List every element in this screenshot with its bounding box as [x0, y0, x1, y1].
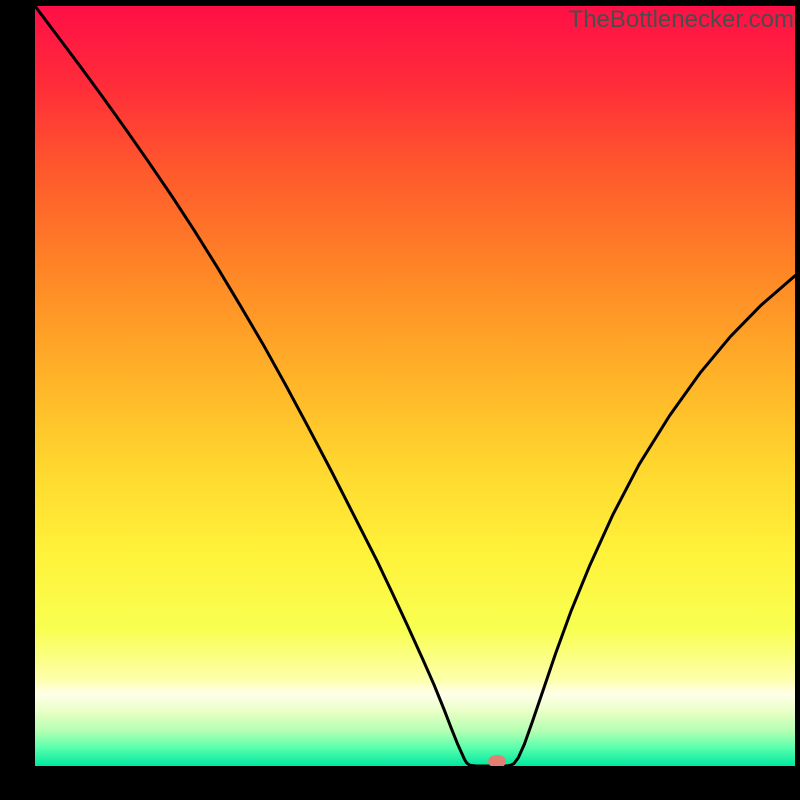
watermark-text: TheBottlenecker.com — [569, 6, 794, 34]
plot-svg — [35, 6, 795, 766]
gradient-background — [35, 6, 795, 766]
chart-stage: TheBottlenecker.com — [0, 0, 800, 800]
plot-area — [35, 6, 795, 766]
